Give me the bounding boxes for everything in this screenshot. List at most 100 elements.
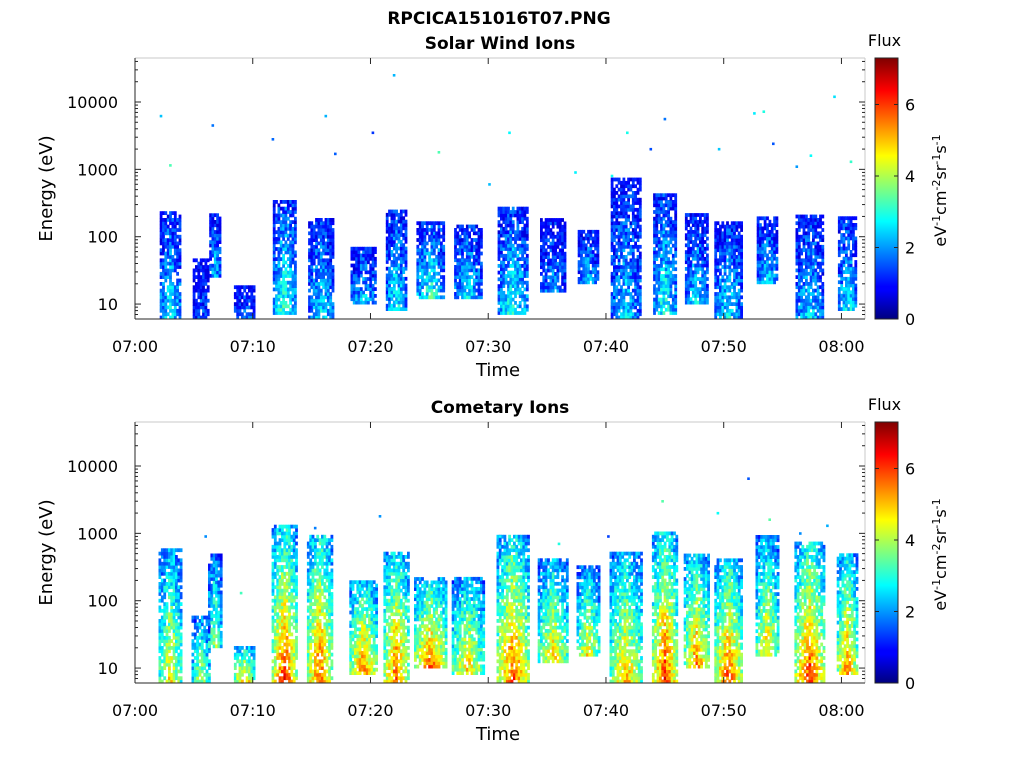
- heatmap-cell: [511, 257, 515, 261]
- heatmap-cell: [202, 302, 205, 306]
- heatmap-cell: [814, 255, 818, 259]
- heatmap-cell: [172, 666, 176, 670]
- heatmap-cell: [164, 268, 168, 273]
- heatmap-cell: [392, 253, 396, 258]
- heatmap-cell: [308, 231, 311, 236]
- heatmap-cell: [814, 228, 818, 232]
- isolated-point: [762, 110, 766, 113]
- heatmap-cell: [525, 280, 529, 285]
- heatmap-cell: [622, 255, 626, 259]
- heatmap-cell: [329, 308, 333, 313]
- heatmap-cell: [837, 290, 841, 295]
- heatmap-cell: [721, 231, 725, 236]
- heatmap-cell: [733, 312, 736, 317]
- heatmap-cell: [660, 233, 663, 238]
- heatmap-cell: [655, 287, 659, 292]
- heatmap-cell: [357, 297, 361, 302]
- heatmap-cell: [549, 245, 553, 249]
- heatmap-cell: [721, 241, 725, 246]
- heatmap-cell: [177, 612, 181, 617]
- heatmap-cell: [627, 177, 630, 182]
- heatmap-cell: [369, 294, 373, 298]
- heatmap-cell: [809, 248, 813, 253]
- heatmap-cell: [728, 251, 732, 256]
- heatmap-cell: [191, 652, 195, 657]
- heatmap-cell: [178, 302, 182, 306]
- heatmap-cell: [684, 280, 688, 285]
- heatmap-cell: [763, 233, 767, 238]
- heatmap-cell: [374, 256, 377, 261]
- heatmap-cell: [159, 261, 163, 266]
- heatmap-cell: [514, 264, 517, 268]
- heatmap-cell: [367, 283, 370, 288]
- heatmap-cell: [162, 298, 165, 303]
- heatmap-cell: [454, 238, 457, 242]
- heatmap-cell: [179, 578, 183, 583]
- heatmap-cell: [634, 275, 637, 279]
- heatmap-cell: [733, 315, 736, 320]
- heatmap-cell: [852, 239, 855, 244]
- heatmap-cell: [236, 302, 240, 306]
- heatmap-cell: [312, 261, 316, 266]
- heatmap-cell: [165, 649, 169, 654]
- heatmap-cell: [173, 258, 177, 263]
- heatmap-cell: [509, 301, 513, 305]
- heatmap-cell: [404, 253, 408, 258]
- heatmap-cell: [468, 254, 471, 259]
- heatmap-cell: [542, 268, 546, 273]
- heatmap-cell: [714, 261, 718, 266]
- heatmap-cell: [544, 238, 548, 243]
- heatmap-cell: [636, 224, 640, 229]
- heatmap-cell: [518, 220, 522, 224]
- heatmap-cell: [442, 254, 446, 259]
- heatmap-cell: [315, 218, 318, 222]
- heatmap-cell: [430, 285, 434, 290]
- heatmap-data: [158, 477, 859, 684]
- heatmap-cell: [277, 280, 281, 285]
- heatmap-cell: [322, 238, 325, 242]
- heatmap-cell: [291, 260, 295, 265]
- heatmap-cell: [634, 194, 637, 199]
- heatmap-cell: [282, 277, 285, 282]
- heatmap-cell: [761, 266, 765, 271]
- heatmap-cell: [674, 294, 678, 299]
- heatmap-cell: [463, 241, 467, 246]
- heatmap-cell: [324, 258, 328, 263]
- heatmap-cell: [627, 184, 630, 189]
- heatmap-cell: [655, 307, 659, 312]
- heatmap-cell: [795, 231, 799, 236]
- heatmap-cell: [737, 315, 741, 320]
- heatmap-cell: [170, 676, 174, 681]
- heatmap-cell: [674, 193, 678, 198]
- heatmap-cell: [329, 228, 333, 232]
- heatmap-cell: [756, 240, 760, 244]
- heatmap-cell: [241, 315, 244, 320]
- heatmap-cell: [193, 615, 197, 620]
- heatmap-cell: [162, 285, 165, 290]
- heatmap-cell: [664, 280, 668, 285]
- heatmap-cell: [660, 304, 663, 309]
- heatmap-cell: [357, 253, 361, 258]
- heatmap-cell: [390, 290, 394, 295]
- heatmap-cell: [667, 294, 670, 299]
- heatmap-cell: [432, 265, 436, 269]
- heatmap-cell: [392, 223, 396, 227]
- heatmap-cell: [291, 257, 295, 261]
- heatmap-cell: [294, 240, 297, 245]
- heatmap-cell: [694, 290, 698, 295]
- ion-burst: [837, 216, 858, 311]
- heatmap-cell: [716, 312, 720, 317]
- heatmap-cell: [362, 246, 365, 251]
- heatmap-cell: [435, 278, 438, 283]
- heatmap-cell: [840, 270, 844, 274]
- heatmap-cell: [168, 622, 171, 627]
- heatmap-cell: [179, 676, 183, 681]
- heatmap-cell: [638, 265, 642, 269]
- heatmap-cell: [423, 238, 427, 242]
- heatmap-cell: [326, 298, 330, 303]
- heatmap-cell: [315, 292, 318, 296]
- heatmap-cell: [465, 268, 469, 273]
- heatmap-cell: [289, 284, 292, 288]
- heatmap-cell: [807, 241, 811, 246]
- ion-burst: [416, 221, 446, 300]
